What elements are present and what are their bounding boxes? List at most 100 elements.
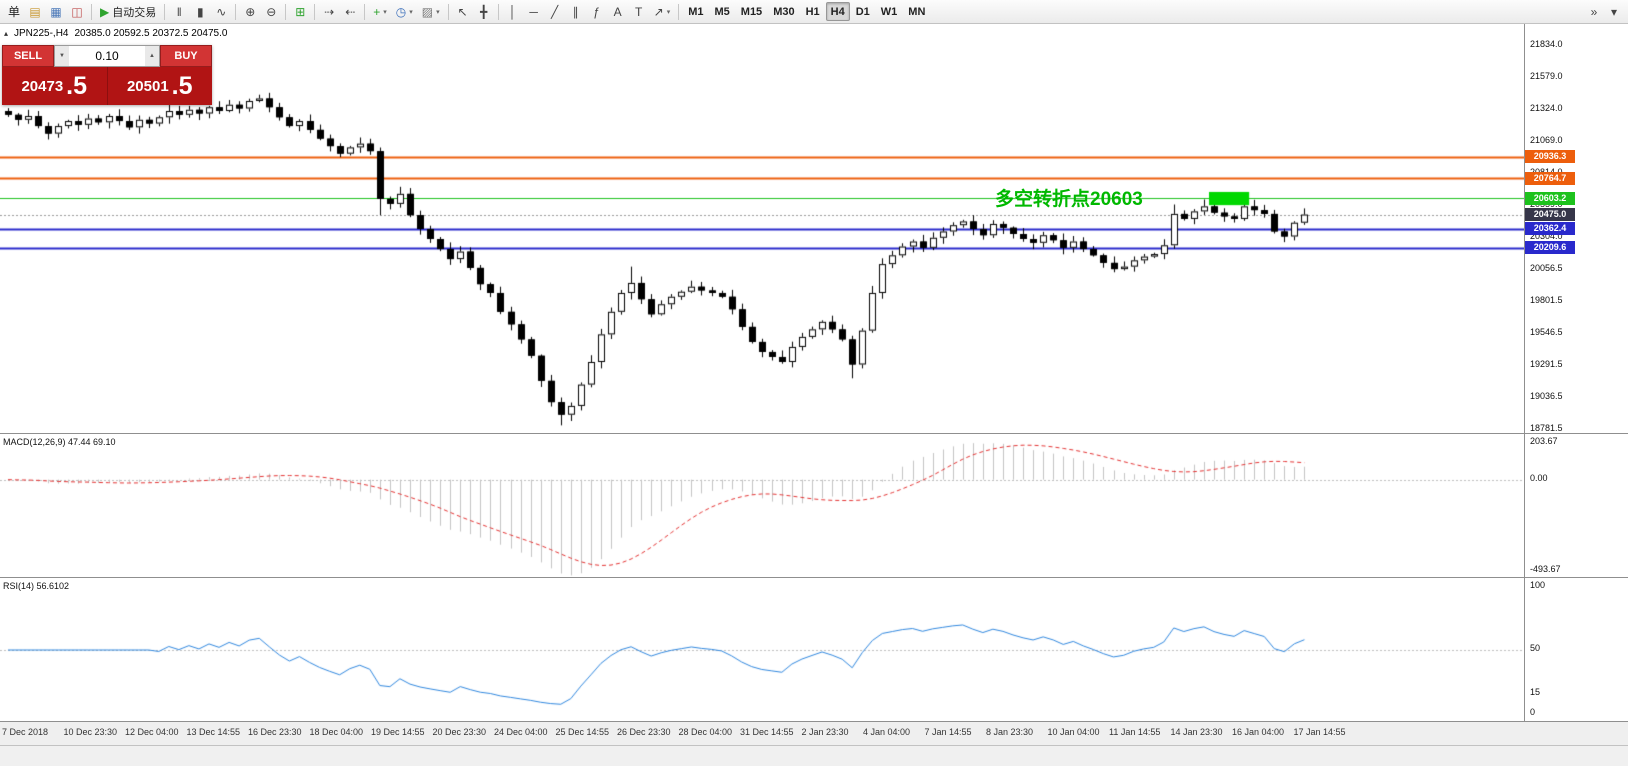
timeframe-m30-button[interactable]: M30 xyxy=(768,2,799,21)
volume-increase-button[interactable]: ▲ xyxy=(145,46,159,66)
timeframe-w1-button[interactable]: W1 xyxy=(876,2,903,21)
sell-button[interactable]: SELL xyxy=(2,45,54,67)
periods-button[interactable]: ◷ ▾ xyxy=(392,2,417,21)
volume-decrease-button[interactable]: ▼ xyxy=(55,46,69,66)
dropdown-caret-icon: ▾ xyxy=(409,8,413,16)
price-scale-label: 19546.5 xyxy=(1530,327,1563,337)
horizontal-line-button[interactable]: ─ xyxy=(524,2,544,21)
timeframe-d1-button-label: D1 xyxy=(855,5,870,18)
level-price-tag: 20209.6 xyxy=(1525,241,1575,255)
timeframe-m15-button-label: M15 xyxy=(740,5,763,18)
chart-window-icon-button[interactable]: ▤ xyxy=(25,2,45,21)
timeframe-h1-button-label: H1 xyxy=(805,5,820,18)
level-price-tag: 20936.3 xyxy=(1525,150,1575,164)
timeframe-m1-button[interactable]: M1 xyxy=(683,2,708,21)
profiles-button[interactable]: ▦ xyxy=(46,2,66,21)
templates-button[interactable]: ▨ ▾ xyxy=(418,2,444,21)
fibonacci-button[interactable]: ƒ xyxy=(587,2,607,21)
candlestick-chart-canvas[interactable] xyxy=(0,24,1524,433)
buy-button[interactable]: BUY xyxy=(160,45,212,67)
time-label: 10 Dec 23:30 xyxy=(63,727,118,737)
buy-price-frac: .5 xyxy=(171,71,193,100)
timeframe-m1-button-label: M1 xyxy=(688,5,704,18)
vertical-line-button[interactable]: │ xyxy=(503,2,523,21)
trade-prices-row: 20473 .5 20501 .5 xyxy=(2,67,212,105)
toolbar-separator xyxy=(235,3,237,20)
zoom-out-button[interactable]: ⊖ xyxy=(261,2,281,21)
timeframe-d1-button[interactable]: D1 xyxy=(851,2,875,21)
autotrading-button[interactable]: ▶ 自动交易 xyxy=(96,2,160,21)
toolbar-separator xyxy=(678,3,680,20)
auto-scroll-icon: ⇢ xyxy=(324,4,335,19)
zoom-in-button[interactable]: ⊕ xyxy=(240,2,260,21)
chart-shift-button[interactable]: ⇠ xyxy=(340,2,360,21)
time-label: 7 Dec 2018 xyxy=(2,727,49,737)
crosshair-button[interactable]: ╋ xyxy=(474,2,494,21)
bar-chart-icon: ‖ xyxy=(176,4,182,19)
periods-icon: ◷ xyxy=(395,4,407,19)
zoom-out-icon: ⊖ xyxy=(266,4,277,19)
equidistant-channel-button[interactable]: ∥ xyxy=(566,2,586,21)
toolbar-customize-button[interactable]: » xyxy=(1584,2,1604,21)
time-label: 10 Jan 04:00 xyxy=(1047,727,1100,737)
macd-label: MACD(12,26,9) 47.44 69.10 xyxy=(3,437,116,447)
one-click-panel-toggle-icon[interactable]: ▴ xyxy=(4,29,9,38)
price-scale-label: 19801.5 xyxy=(1530,295,1563,305)
dropdown-caret-icon: ▾ xyxy=(436,8,440,16)
timeframe-h1-button[interactable]: H1 xyxy=(801,2,825,21)
time-label: 8 Jan 23:30 xyxy=(986,727,1034,737)
buy-price[interactable]: 20501 .5 xyxy=(108,67,213,105)
price-scale[interactable]: 21834.021579.021324.021069.020814.020559… xyxy=(1524,24,1628,433)
level-price-tag: 20764.7 xyxy=(1525,171,1575,185)
price-scale-label: 19036.5 xyxy=(1530,391,1563,401)
ohlc-values-label: 20385.0 20592.5 20372.5 20475.0 xyxy=(74,28,228,39)
level-price-tag: 20603.2 xyxy=(1525,191,1575,205)
line-chart-button[interactable]: ∿ xyxy=(211,2,231,21)
indicators-button[interactable]: + ▾ xyxy=(369,2,391,21)
rsi-indicator-canvas[interactable] xyxy=(0,578,1524,721)
tile-windows-icon: ⊞ xyxy=(295,4,306,19)
sell-price[interactable]: 20473 .5 xyxy=(2,67,108,105)
tile-windows-button[interactable]: ⊞ xyxy=(290,2,310,21)
auto-scroll-button[interactable]: ⇢ xyxy=(319,2,339,21)
turning-point-annotation[interactable]: 多空转折点20603 xyxy=(995,189,1143,210)
new-order-button[interactable]: 单 xyxy=(4,2,24,21)
profiles-icon: ▦ xyxy=(50,4,62,19)
toolbar-separator xyxy=(285,3,287,20)
candlestick-chart-button[interactable]: ▮ xyxy=(190,2,210,21)
bar-chart-button[interactable]: ‖ xyxy=(169,2,189,21)
fibonacci-icon: ƒ xyxy=(593,4,600,19)
rsi-scale[interactable]: 100 50 15 0 xyxy=(1524,578,1628,721)
docking-button[interactable]: ▾ xyxy=(1604,2,1624,21)
rsi-scale-15: 15 xyxy=(1530,687,1541,697)
arrows-button[interactable]: ↗ ▾ xyxy=(650,2,675,21)
timeframe-m15-button[interactable]: M15 xyxy=(736,2,767,21)
price-scale-label: 21834.0 xyxy=(1530,39,1563,49)
price-scale-label: 21579.0 xyxy=(1530,71,1563,81)
toolbar-separator xyxy=(497,3,499,20)
time-label: 20 Dec 23:30 xyxy=(432,727,487,737)
time-label: 16 Dec 23:30 xyxy=(248,727,302,737)
trendline-button[interactable]: ╱ xyxy=(545,2,565,21)
macd-scale[interactable]: 203.67 0.00 -493.67 xyxy=(1524,434,1628,577)
symbol-header: ▴ JPN225-,H4 20385.0 20592.5 20372.5 204… xyxy=(4,28,227,39)
new-order-icon: 单 xyxy=(8,5,21,19)
rsi-scale-50: 50 xyxy=(1530,643,1541,653)
toolbar-separator xyxy=(364,3,366,20)
text-button[interactable]: A xyxy=(608,2,628,21)
macd-indicator-canvas[interactable] xyxy=(0,434,1524,577)
time-label: 13 Dec 14:55 xyxy=(186,727,241,737)
rsi-panel: RSI(14) 56.6102 100 50 15 0 xyxy=(0,578,1628,722)
price-scale-label: 18781.5 xyxy=(1530,423,1563,433)
timeframe-mn-button[interactable]: MN xyxy=(903,2,930,21)
time-label: 25 Dec 14:55 xyxy=(555,727,610,737)
timeframe-m5-button[interactable]: M5 xyxy=(710,2,735,21)
volume-input[interactable] xyxy=(69,46,145,66)
text-label-button[interactable]: T xyxy=(629,2,649,21)
timeframe-h4-button[interactable]: H4 xyxy=(825,2,850,21)
toolbar-separator xyxy=(447,3,449,20)
time-label: 17 Jan 14:55 xyxy=(1293,727,1346,737)
cursor-button[interactable]: ↖ xyxy=(453,2,473,21)
market-watch-button[interactable]: ◫ xyxy=(67,2,87,21)
time-axis[interactable]: 7 Dec 2018 10 Dec 23:30 12 Dec 04:00 13 Dec… xyxy=(0,722,1628,746)
